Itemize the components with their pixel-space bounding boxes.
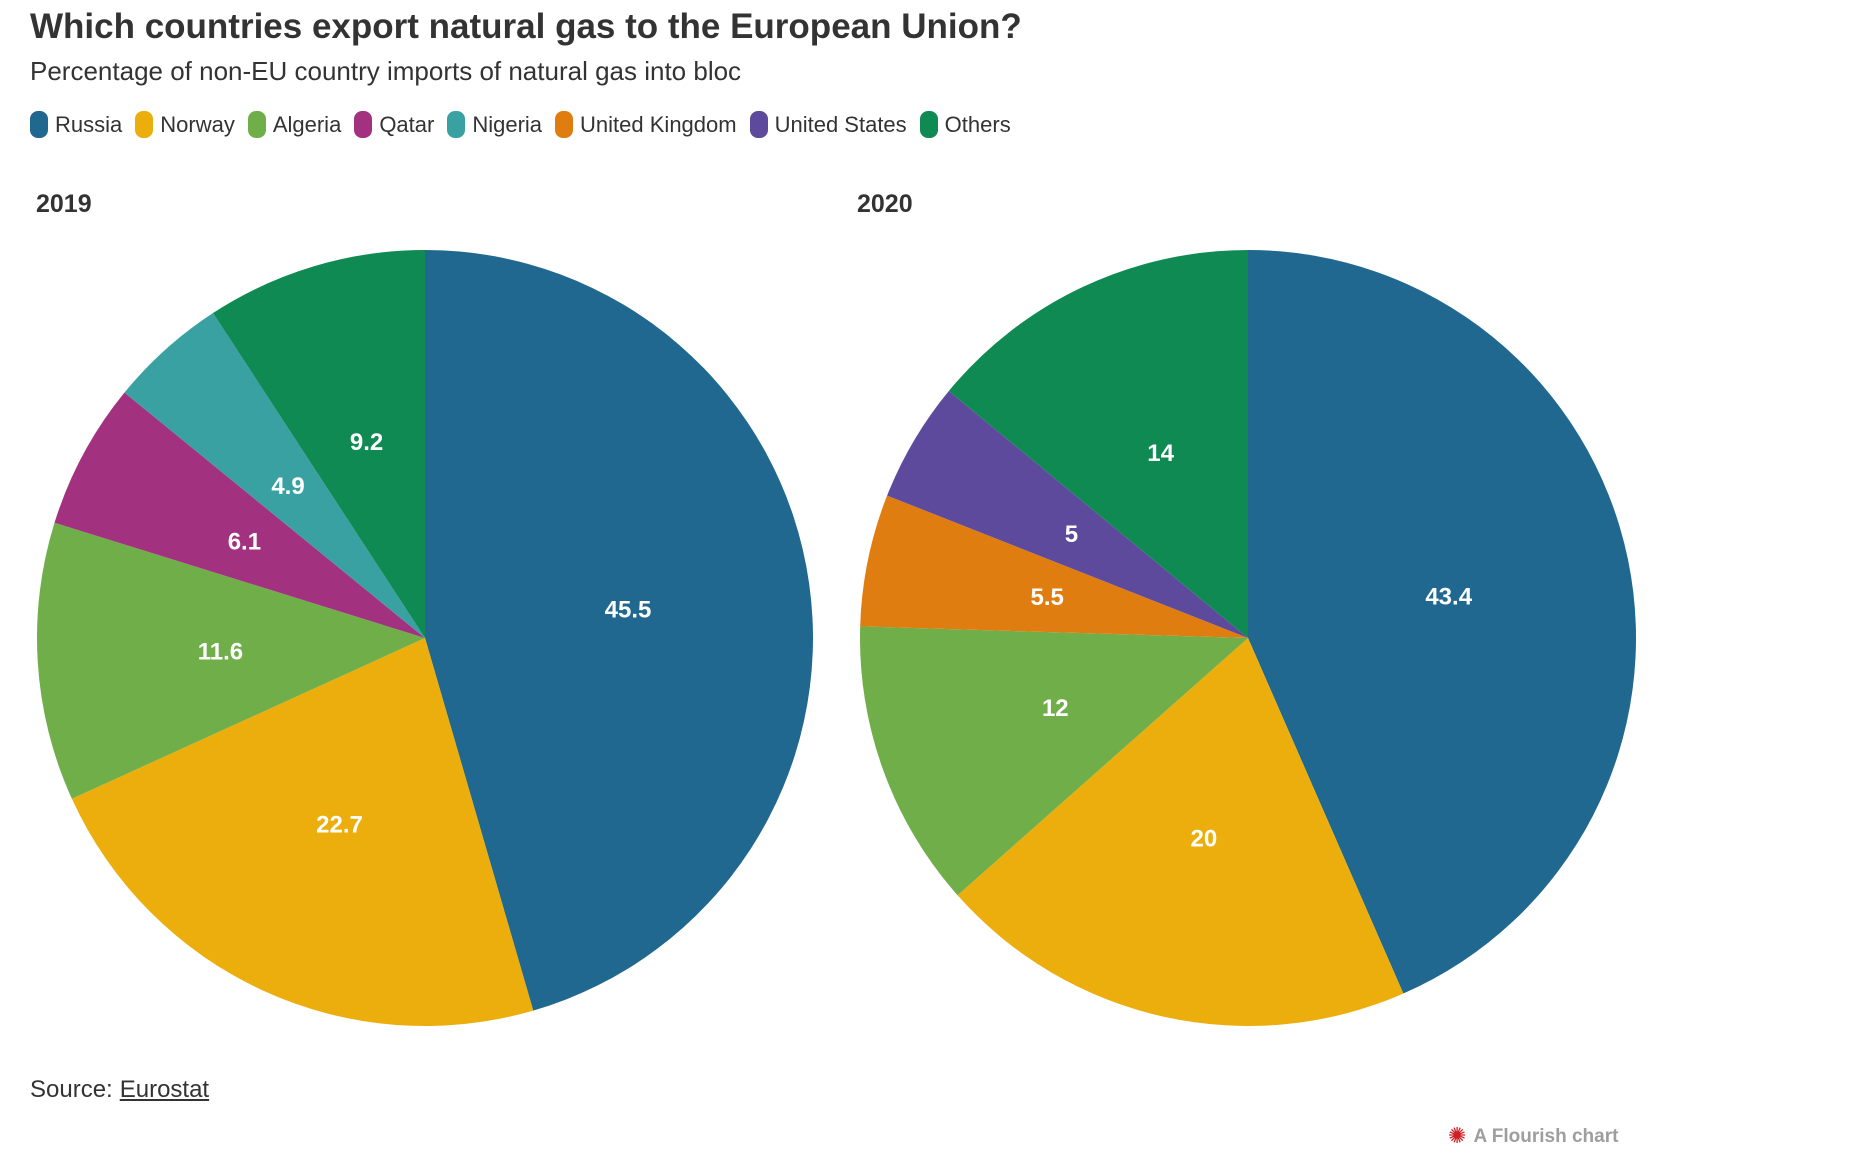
pie-slice-qatar[interactable] <box>54 392 425 638</box>
legend-label: Norway <box>160 111 235 137</box>
legend-item-qatar[interactable]: Qatar <box>354 111 434 138</box>
pie-slice-algeria[interactable] <box>860 626 1248 896</box>
legend-item-united-kingdom[interactable]: United Kingdom <box>555 111 737 138</box>
pie-slice-value-others: 9.2 <box>350 429 383 456</box>
legend-item-algeria[interactable]: Algeria <box>247 111 342 138</box>
legend-swatch-others <box>919 111 938 138</box>
pie-slice-value-algeria: 12 <box>1042 695 1069 722</box>
pie-title-2019: 2019 <box>36 190 92 218</box>
flourish-credit-label: A Flourish chart <box>1473 1126 1619 1147</box>
pie-slice-value-russia: 43.4 <box>1425 584 1472 611</box>
legend-label: United States <box>774 111 907 137</box>
pie-chart-2020: 43.4 20 12 5.5 5 14 <box>860 250 1636 1026</box>
pie-slice-nigeria[interactable] <box>124 313 426 638</box>
pie-slice-others[interactable] <box>213 250 425 638</box>
pie-slice-value-nigeria: 4.9 <box>271 473 304 500</box>
chart-subtitle: Percentage of non-EU country imports of … <box>30 56 742 86</box>
pie-slice-value-algeria: 11.6 <box>198 638 243 665</box>
legend-item-others[interactable]: Others <box>919 111 1011 138</box>
pie-slice-united-states[interactable] <box>887 390 1248 638</box>
pie-slice-value-norway: 20 <box>1191 826 1218 853</box>
chart-title: Which countries export natural gas to th… <box>30 7 1022 46</box>
pie-title-2020: 2020 <box>857 190 913 218</box>
legend-swatch-algeria <box>247 111 266 138</box>
legend-swatch-united-states <box>749 111 768 138</box>
source-line: Source: Eurostat <box>30 1076 209 1104</box>
pie-slice-value-others: 14 <box>1147 440 1174 467</box>
pie-slice-value-russia: 45.5 <box>605 597 652 624</box>
pie-chart-2019: 45.5 22.7 11.6 6.1 4.9 9.2 <box>37 250 813 1026</box>
flourish-credit[interactable]: ✺ A Flourish chart <box>1448 1126 1618 1148</box>
legend-swatch-nigeria <box>447 111 466 138</box>
flourish-logo-icon: ✺ <box>1448 1124 1467 1149</box>
legend-label: Nigeria <box>472 111 543 137</box>
legend-swatch-united-kingdom <box>555 111 574 138</box>
pie-slice-norway[interactable] <box>71 638 534 1026</box>
legend-label: Others <box>944 111 1011 137</box>
legend-label: United Kingdom <box>580 111 737 137</box>
legend-label: Algeria <box>272 111 342 137</box>
legend: Russia Norway Algeria Qatar Nigeria United Ki… <box>30 111 1011 138</box>
source-prefix: Source: <box>30 1076 113 1103</box>
pie-slice-value-qatar: 6.1 <box>228 528 261 555</box>
legend-item-united-states[interactable]: United States <box>749 111 907 138</box>
pie-slice-russia[interactable] <box>425 250 813 1011</box>
pie-slice-value-united-states: 5 <box>1065 521 1078 548</box>
pie-slice-others[interactable] <box>948 250 1248 638</box>
pie-slice-algeria[interactable] <box>37 522 425 799</box>
legend-label: Qatar <box>379 111 435 137</box>
source-link[interactable]: Eurostat <box>119 1076 210 1103</box>
legend-swatch-norway <box>135 111 154 138</box>
legend-item-norway[interactable]: Norway <box>135 111 235 138</box>
pie-slice-value-united-kingdom: 5.5 <box>1031 584 1064 611</box>
pie-slice-value-norway: 22.7 <box>316 812 363 839</box>
legend-item-russia[interactable]: Russia <box>30 111 122 138</box>
pie-slice-united-kingdom[interactable] <box>860 495 1248 638</box>
legend-swatch-russia <box>30 111 48 138</box>
pie-slice-russia[interactable] <box>1248 250 1636 994</box>
legend-swatch-qatar <box>354 111 373 138</box>
legend-item-nigeria[interactable]: Nigeria <box>447 111 542 138</box>
legend-label: Russia <box>55 111 123 137</box>
pie-slice-norway[interactable] <box>957 638 1404 1026</box>
